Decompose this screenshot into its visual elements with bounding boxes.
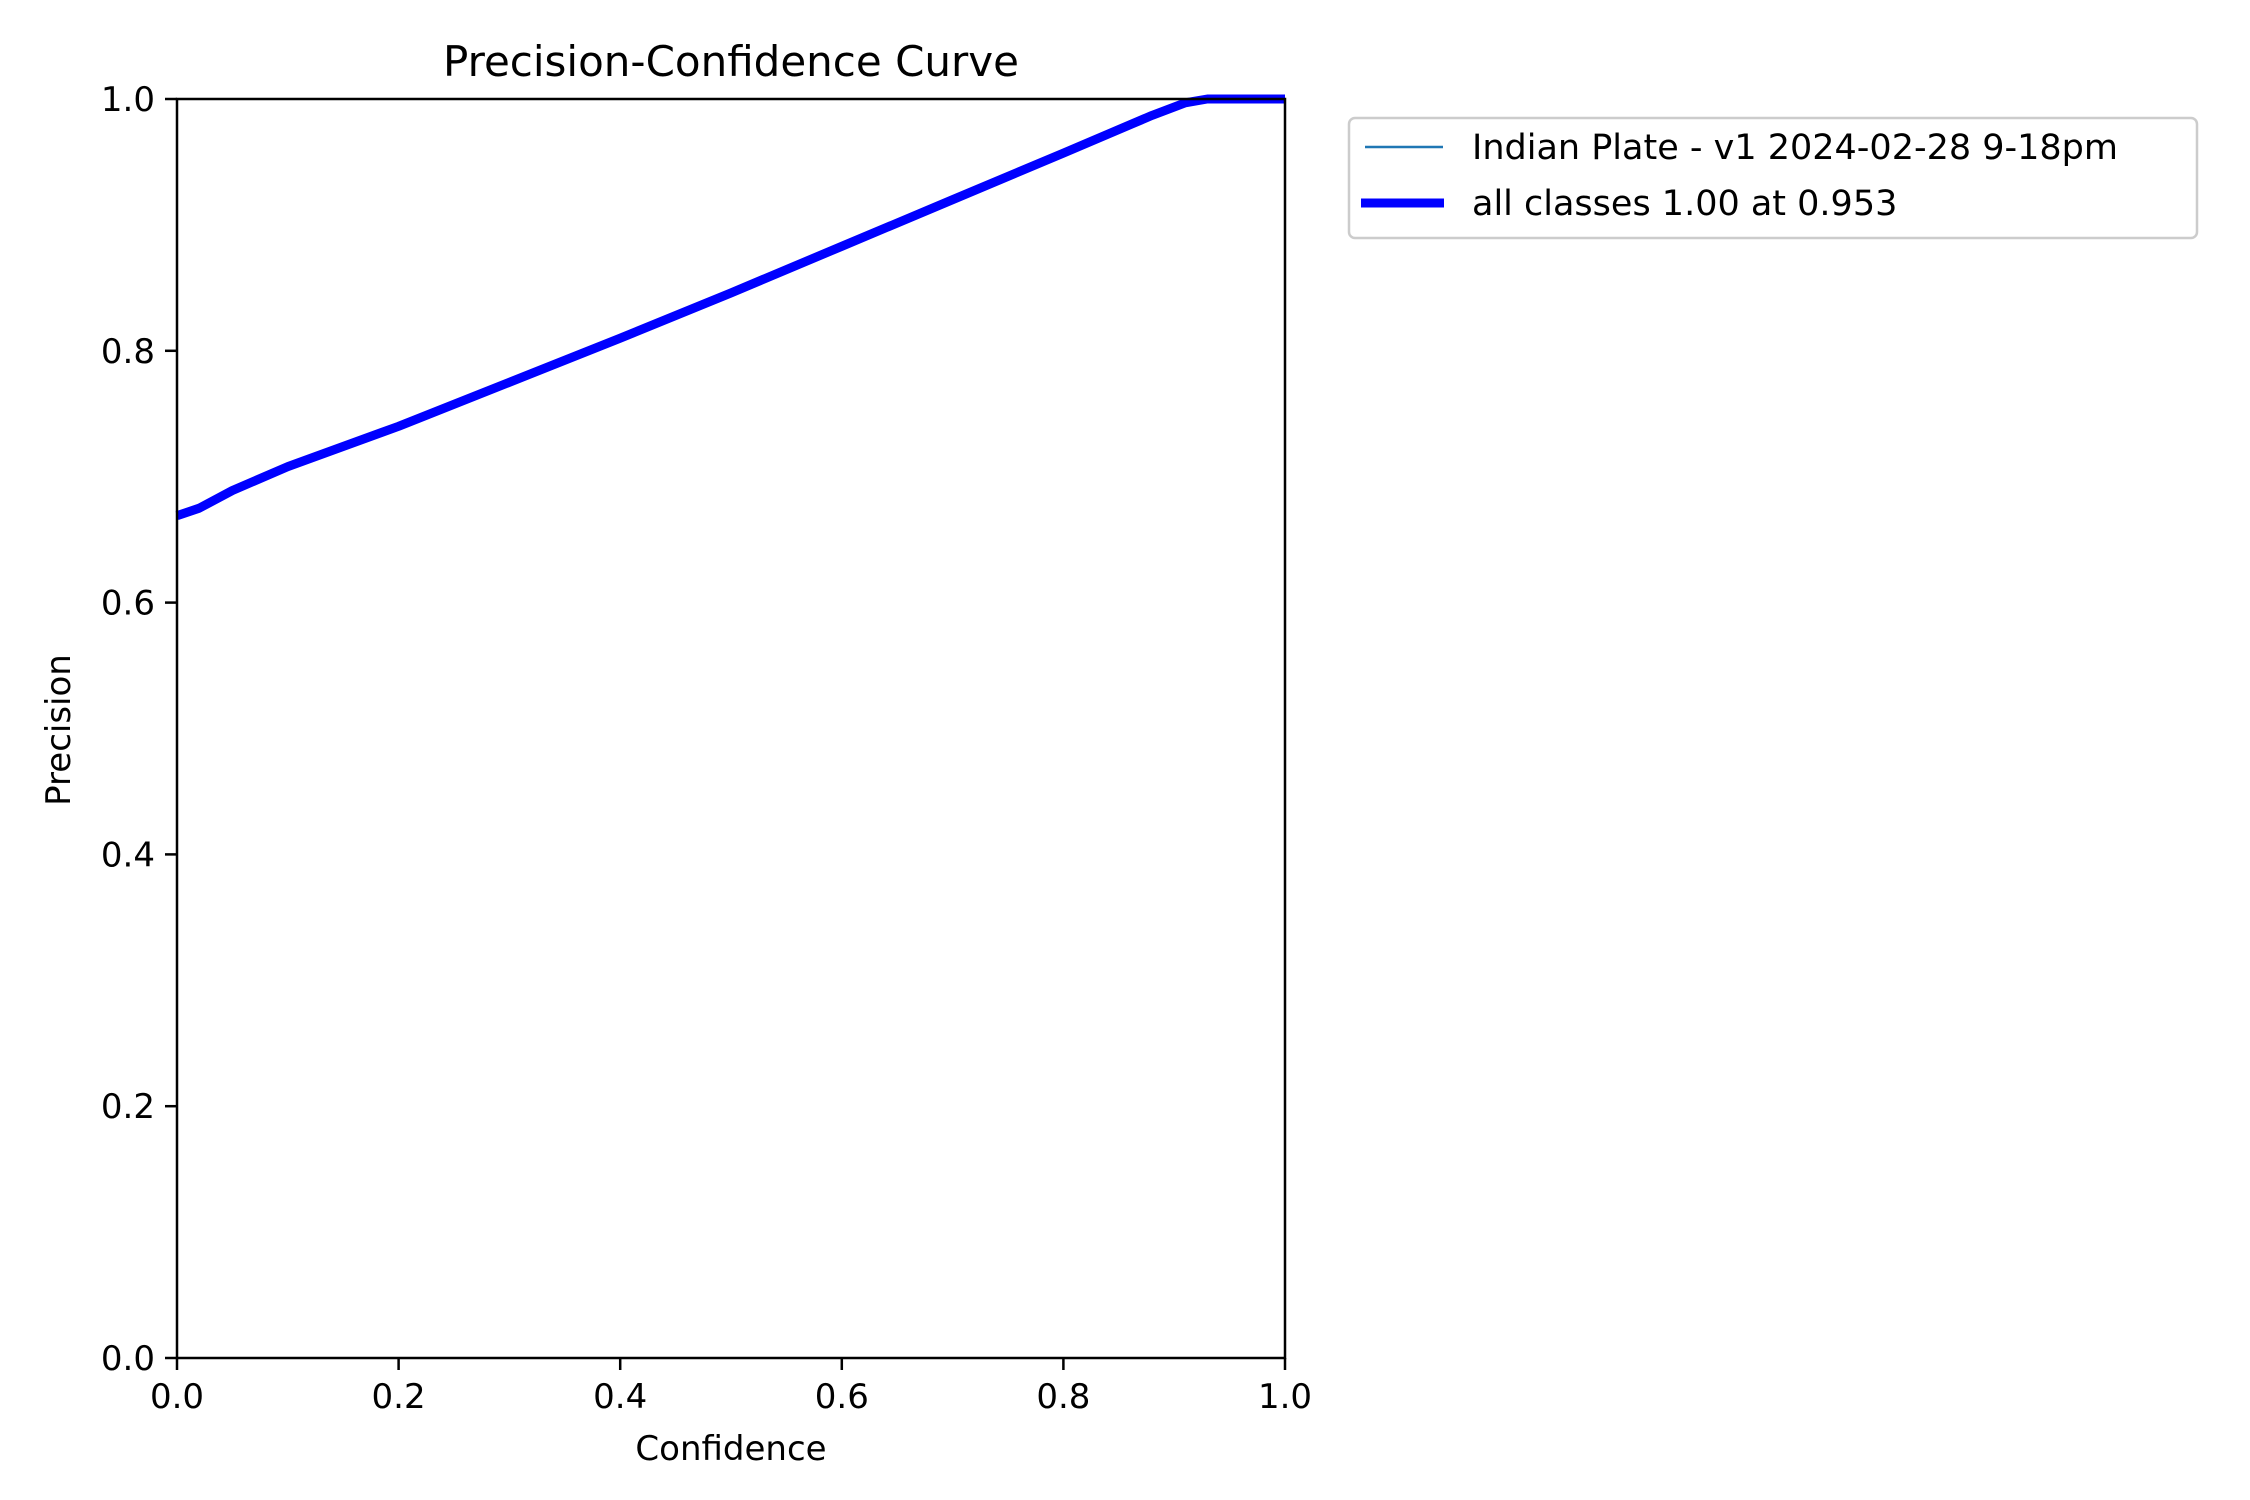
legend-label-all-classes: all classes 1.00 at 0.953 bbox=[1472, 184, 1897, 224]
x-tick-label: 0.8 bbox=[1036, 1377, 1090, 1417]
legend-label-indian-plate: Indian Plate - v1 2024-02-28 9-18pm bbox=[1472, 128, 2118, 168]
x-tick-label: 1.0 bbox=[1258, 1377, 1312, 1417]
y-tick-label: 0.0 bbox=[101, 1339, 155, 1379]
y-axis-label: Precision bbox=[39, 654, 79, 806]
x-tick-label: 0.4 bbox=[593, 1377, 647, 1417]
legend-box bbox=[1347, 116, 2199, 240]
y-tick-label: 0.2 bbox=[101, 1087, 155, 1127]
y-tick-label: 0.8 bbox=[101, 332, 155, 372]
x-tick-label: 0.2 bbox=[372, 1377, 426, 1417]
x-tick-label: 0.0 bbox=[150, 1377, 204, 1417]
y-tick-label: 1.0 bbox=[101, 80, 155, 120]
chart-title: Precision-Confidence Curve bbox=[443, 37, 1019, 86]
y-axis: 0.0 0.2 0.4 0.6 0.8 1.0 bbox=[101, 80, 177, 1379]
legend: Indian Plate - v1 2024-02-28 9-18pm all … bbox=[1347, 116, 2199, 240]
x-axis-label: Confidence bbox=[635, 1429, 826, 1469]
y-tick-label: 0.4 bbox=[101, 835, 155, 875]
plot-frame bbox=[175, 97, 1287, 1360]
y-tick-label: 0.6 bbox=[101, 584, 155, 624]
x-tick-label: 0.6 bbox=[815, 1377, 869, 1417]
x-axis: 0.0 0.2 0.4 0.6 0.8 1.0 bbox=[150, 1358, 1312, 1417]
